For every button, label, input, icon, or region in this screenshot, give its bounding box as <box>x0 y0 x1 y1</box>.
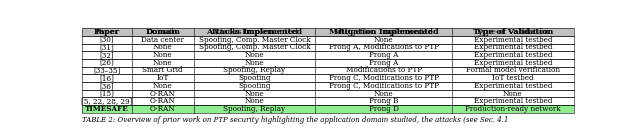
Text: None: None <box>244 97 264 105</box>
Text: Production-ready network: Production-ready network <box>465 105 561 113</box>
Bar <box>83 105 573 113</box>
Text: Paper: Paper <box>94 28 120 36</box>
Text: [33–35]: [33–35] <box>93 66 121 74</box>
Text: Smart Grid: Smart Grid <box>142 66 183 74</box>
Bar <box>83 51 573 59</box>
Text: Domain: Domain <box>145 28 180 36</box>
Text: [15]: [15] <box>100 89 115 97</box>
Text: Prong B: Prong B <box>369 97 398 105</box>
Bar <box>83 51 573 59</box>
Bar <box>83 82 573 90</box>
Text: Formal model verification: Formal model verification <box>466 66 560 74</box>
Text: Modifications to PTP: Modifications to PTP <box>346 66 422 74</box>
Bar <box>83 36 573 44</box>
Text: Mitigation Implemented: Mitigation Implemented <box>329 28 438 36</box>
Bar <box>83 90 573 97</box>
Text: Experimental testbed: Experimental testbed <box>474 59 552 67</box>
Text: None: None <box>244 51 264 59</box>
Text: None: None <box>244 59 264 67</box>
Text: Prong A: Prong A <box>369 51 398 59</box>
Text: TABLE 2: Overview of prior work on PTP security highlighting the application dom: TABLE 2: Overview of prior work on PTP s… <box>83 116 509 124</box>
Bar <box>83 67 573 74</box>
Text: Paper: Paper <box>95 28 118 36</box>
Text: Spoofing: Spoofing <box>238 82 271 90</box>
Bar <box>83 90 573 97</box>
Bar <box>83 28 573 36</box>
Text: None: None <box>244 89 264 97</box>
Text: Data center: Data center <box>141 36 184 44</box>
Text: Prong D: Prong D <box>369 105 399 113</box>
Text: Spoofing, Replay: Spoofing, Replay <box>223 66 285 74</box>
Bar <box>83 59 573 67</box>
Bar <box>83 74 573 82</box>
Text: Type of Validation: Type of Validation <box>476 28 549 36</box>
Text: Experimental testbed: Experimental testbed <box>474 82 552 90</box>
Text: None: None <box>374 89 394 97</box>
Bar <box>83 74 573 82</box>
Text: None: None <box>153 43 172 51</box>
Text: [26]: [26] <box>100 59 115 67</box>
Text: Experimental testbed: Experimental testbed <box>474 43 552 51</box>
Bar <box>83 82 573 90</box>
Text: None: None <box>153 59 172 67</box>
Bar <box>83 28 573 36</box>
Text: Experimental testbed: Experimental testbed <box>474 51 552 59</box>
Text: [30]: [30] <box>100 36 115 44</box>
Text: O-RAN: O-RAN <box>150 97 175 105</box>
Text: Attacks Implemented: Attacks Implemented <box>206 28 302 36</box>
Text: [32]: [32] <box>100 51 115 59</box>
Text: IoT: IoT <box>156 74 169 82</box>
Text: None: None <box>153 82 172 90</box>
Text: IoT testbed: IoT testbed <box>492 74 534 82</box>
Text: Mitigation Implemented: Mitigation Implemented <box>334 28 433 36</box>
Text: Spoofing: Spoofing <box>238 74 271 82</box>
Bar <box>83 44 573 51</box>
Text: Spoofing, Comp. Master Clock: Spoofing, Comp. Master Clock <box>198 36 310 44</box>
Text: O-RAN: O-RAN <box>150 105 175 113</box>
Text: Domain: Domain <box>147 28 179 36</box>
Text: O-RAN: O-RAN <box>150 89 175 97</box>
Text: None: None <box>153 51 172 59</box>
Text: Experimental testbed: Experimental testbed <box>474 97 552 105</box>
Bar <box>83 36 573 44</box>
Bar <box>83 59 573 67</box>
Text: Type of Validation: Type of Validation <box>473 28 553 36</box>
Bar <box>83 44 573 51</box>
Text: None: None <box>374 36 394 44</box>
Bar <box>83 67 573 74</box>
Text: Prong C, Modifications to PTP: Prong C, Modifications to PTP <box>328 74 438 82</box>
Text: Experimental testbed: Experimental testbed <box>474 36 552 44</box>
Text: Spoofing, Replay: Spoofing, Replay <box>223 105 285 113</box>
Bar <box>83 97 573 105</box>
Text: Attacks Implemented: Attacks Implemented <box>211 28 298 36</box>
Text: Prong A: Prong A <box>369 59 398 67</box>
Text: [5, 22, 28, 29]: [5, 22, 28, 29] <box>81 97 132 105</box>
Text: [36]: [36] <box>100 82 115 90</box>
Bar <box>83 97 573 105</box>
Text: Prong A, Modifications to PTP: Prong A, Modifications to PTP <box>328 43 438 51</box>
Text: Spoofing, Comp. Master Clock: Spoofing, Comp. Master Clock <box>198 43 310 51</box>
Bar <box>83 105 573 113</box>
Text: None: None <box>503 89 523 97</box>
Text: [16]: [16] <box>100 74 115 82</box>
Text: [31]: [31] <box>100 43 115 51</box>
Text: Prong C, Modifications to PTP: Prong C, Modifications to PTP <box>328 82 438 90</box>
Text: TIMESAFE: TIMESAFE <box>85 105 129 113</box>
